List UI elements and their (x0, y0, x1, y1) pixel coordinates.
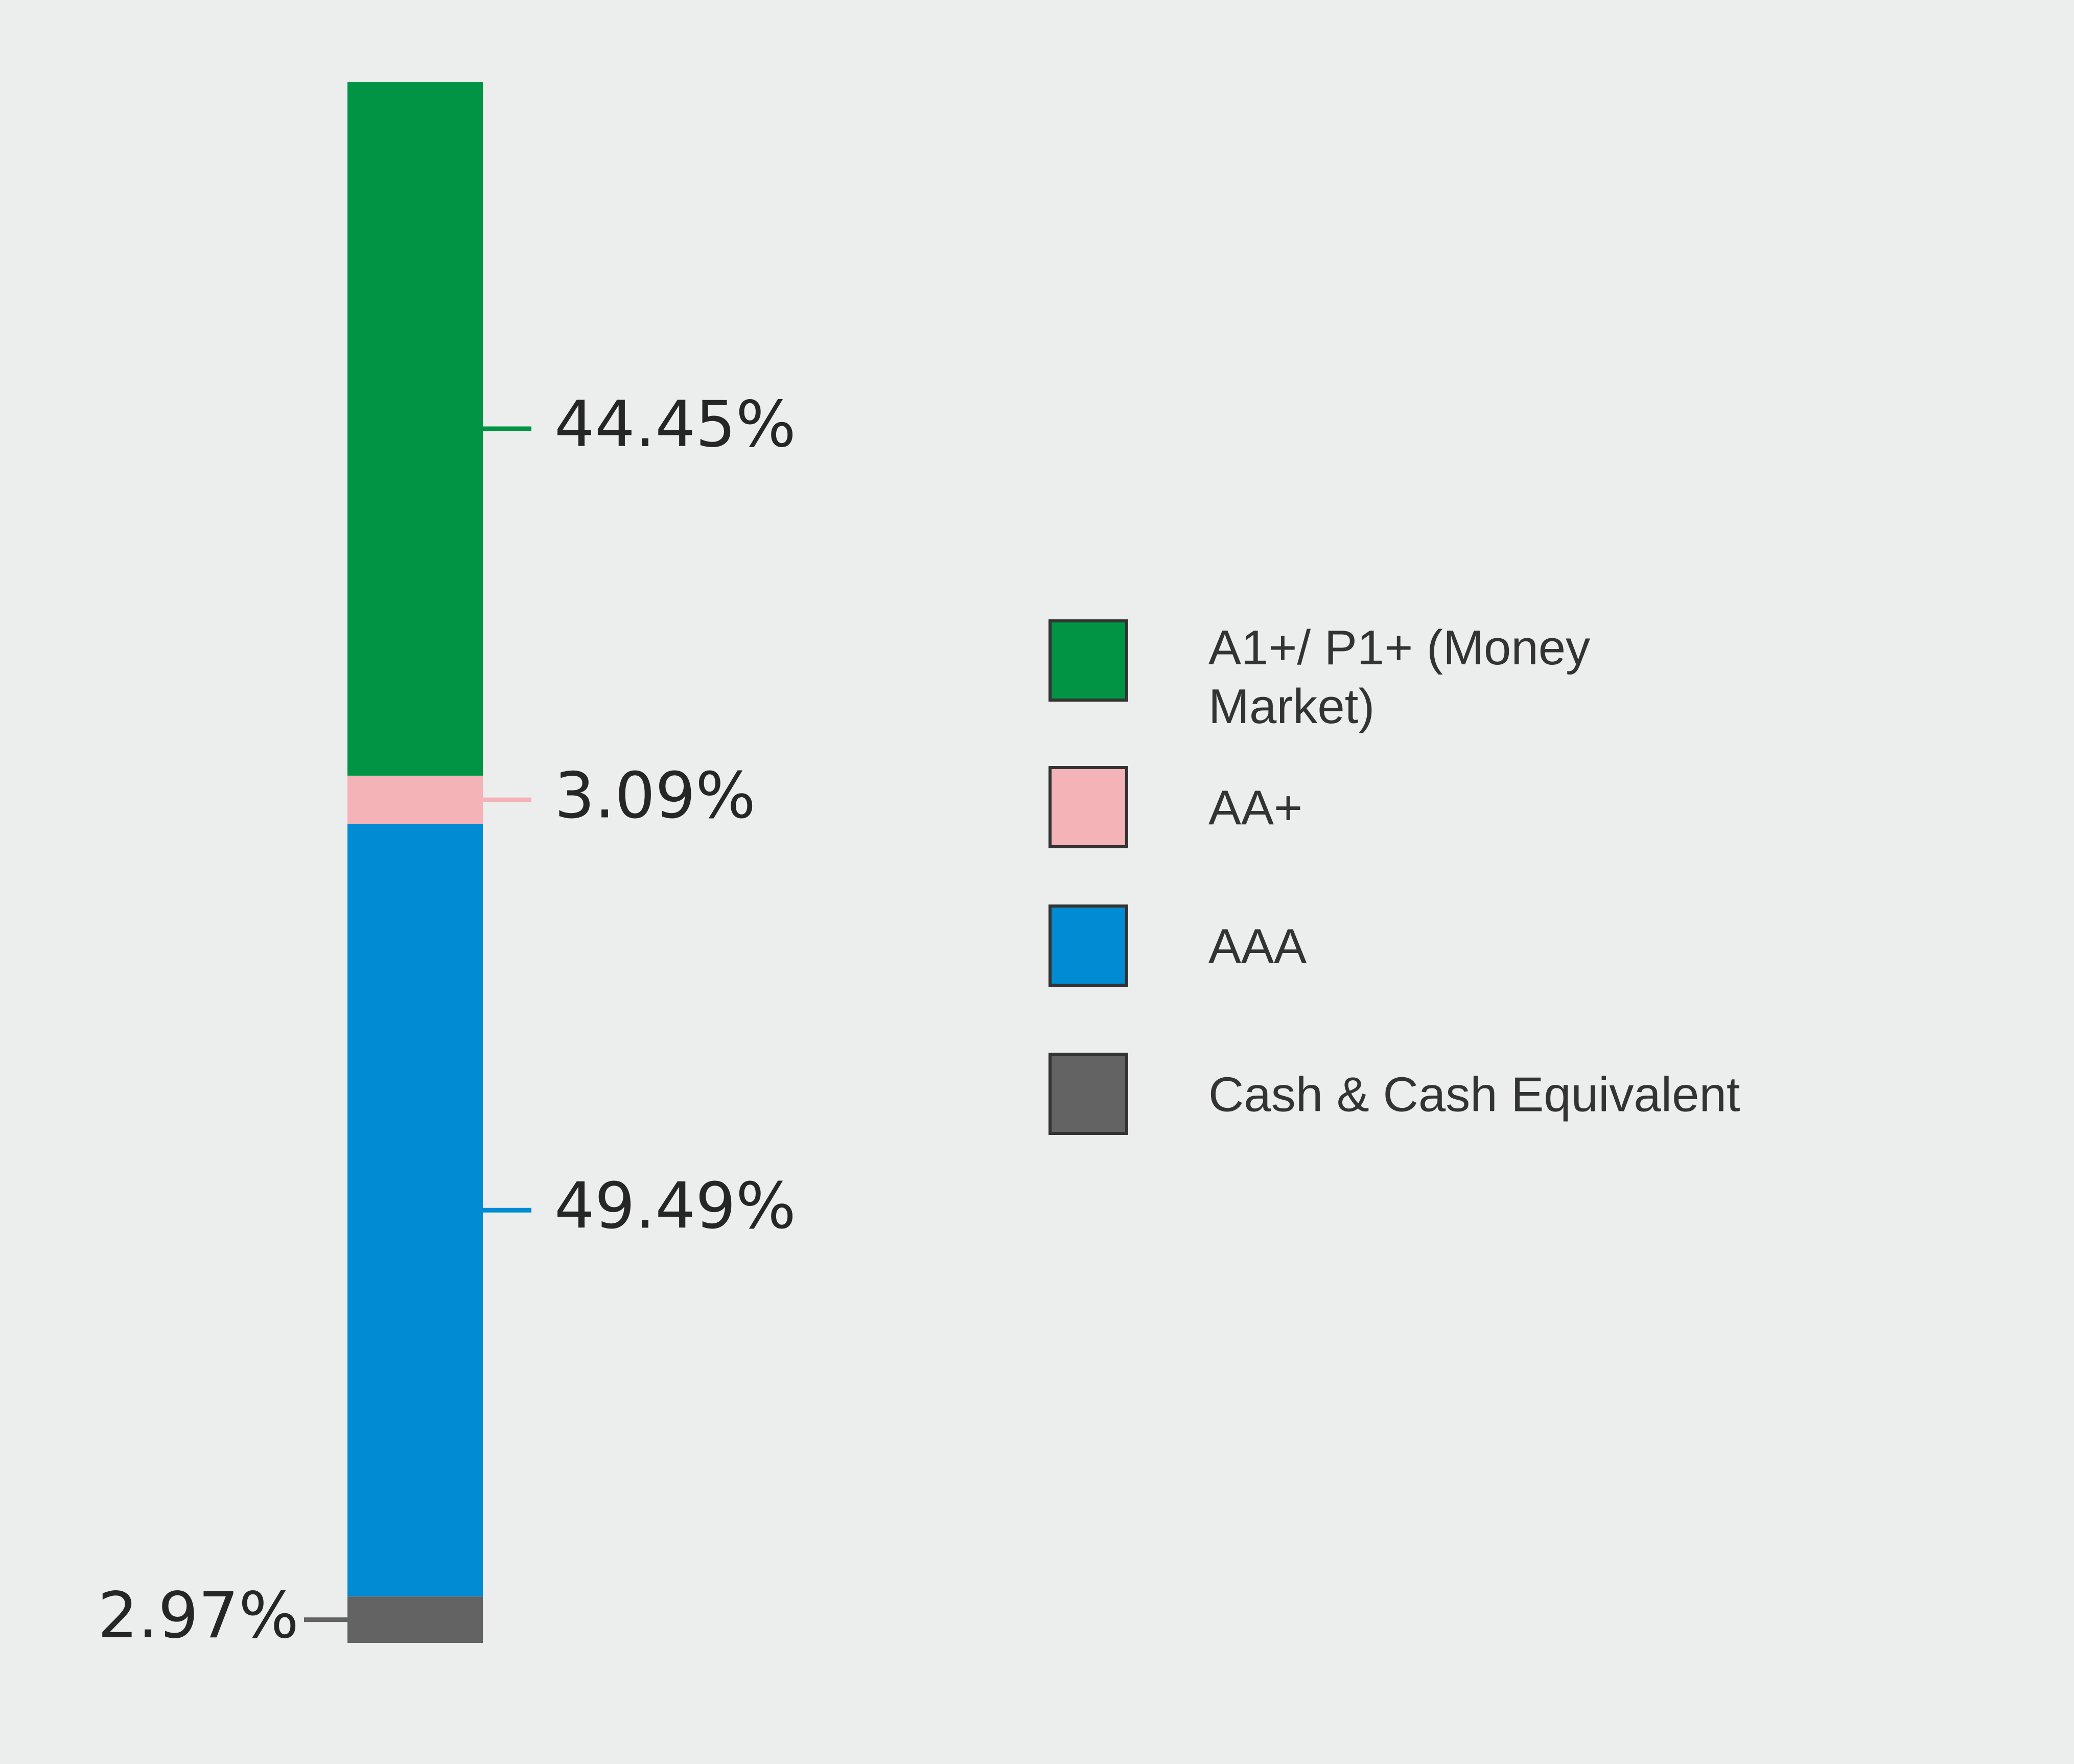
legend-label-1-0: AA+ (1208, 781, 1302, 835)
value-label-1: 3.09% (554, 759, 756, 832)
bar-segment-2 (347, 824, 483, 1597)
stacked-bar (347, 82, 483, 1643)
legend-swatch-0 (1048, 619, 1128, 702)
legend-item-2: AAA (1048, 904, 1307, 987)
value-label-3: 2.97% (98, 1579, 299, 1653)
value-label-2: 49.49% (554, 1169, 796, 1243)
bar-segment-1 (347, 775, 483, 824)
legend-swatch-1 (1048, 766, 1128, 848)
legend-item-1: AA+ (1048, 766, 1302, 848)
legend-label-3-0: Cash & Cash Equivalent (1208, 1067, 1740, 1122)
value-label-0: 44.45% (554, 388, 796, 461)
legend-swatch-2 (1048, 904, 1128, 987)
legend-label-2-0: AAA (1208, 919, 1307, 974)
bar-segment-3 (347, 1596, 483, 1643)
value-labels: 44.45% 3.09% 49.49% 2.97% (98, 388, 796, 1653)
bar-segment-0 (347, 82, 483, 776)
legend-swatch-3 (1048, 1053, 1128, 1135)
legend-item-3: Cash & Cash Equivalent (1048, 1053, 1740, 1135)
legend-label-0-1: Market) (1208, 679, 1374, 734)
legend-label-0-0: A1+/ P1+ (Money (1208, 620, 1590, 675)
